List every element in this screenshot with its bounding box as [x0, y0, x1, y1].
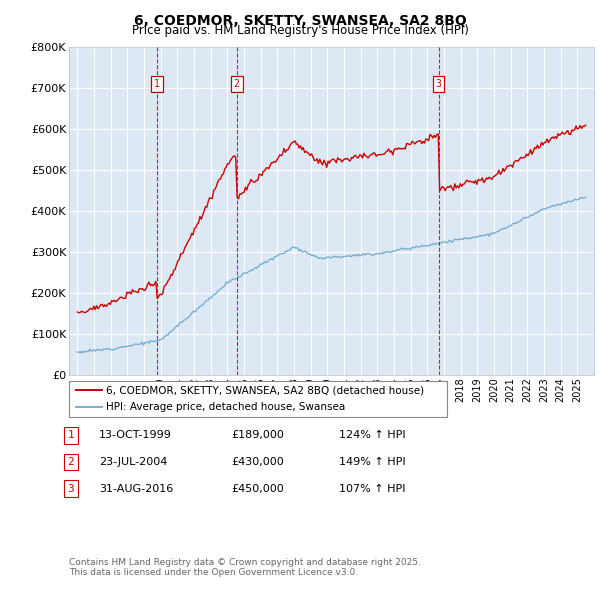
Text: 31-AUG-2016: 31-AUG-2016	[99, 484, 173, 493]
Text: 6, COEDMOR, SKETTY, SWANSEA, SA2 8BQ: 6, COEDMOR, SKETTY, SWANSEA, SA2 8BQ	[134, 14, 466, 28]
Text: 124% ↑ HPI: 124% ↑ HPI	[339, 431, 406, 440]
Text: Contains HM Land Registry data © Crown copyright and database right 2025.
This d: Contains HM Land Registry data © Crown c…	[69, 558, 421, 577]
Text: 3: 3	[67, 484, 74, 493]
Text: 1: 1	[154, 79, 160, 89]
Text: 107% ↑ HPI: 107% ↑ HPI	[339, 484, 406, 493]
Text: 6, COEDMOR, SKETTY, SWANSEA, SA2 8BQ (detached house): 6, COEDMOR, SKETTY, SWANSEA, SA2 8BQ (de…	[106, 385, 424, 395]
Text: 1: 1	[67, 431, 74, 440]
Text: £430,000: £430,000	[231, 457, 284, 467]
Text: 2: 2	[234, 79, 239, 89]
Text: 3: 3	[436, 79, 442, 89]
Text: £450,000: £450,000	[231, 484, 284, 493]
Text: 13-OCT-1999: 13-OCT-1999	[99, 431, 172, 440]
Text: Price paid vs. HM Land Registry's House Price Index (HPI): Price paid vs. HM Land Registry's House …	[131, 24, 469, 37]
Text: 149% ↑ HPI: 149% ↑ HPI	[339, 457, 406, 467]
Text: 23-JUL-2004: 23-JUL-2004	[99, 457, 167, 467]
Text: HPI: Average price, detached house, Swansea: HPI: Average price, detached house, Swan…	[106, 402, 346, 412]
Text: 2: 2	[67, 457, 74, 467]
Text: £189,000: £189,000	[231, 431, 284, 440]
